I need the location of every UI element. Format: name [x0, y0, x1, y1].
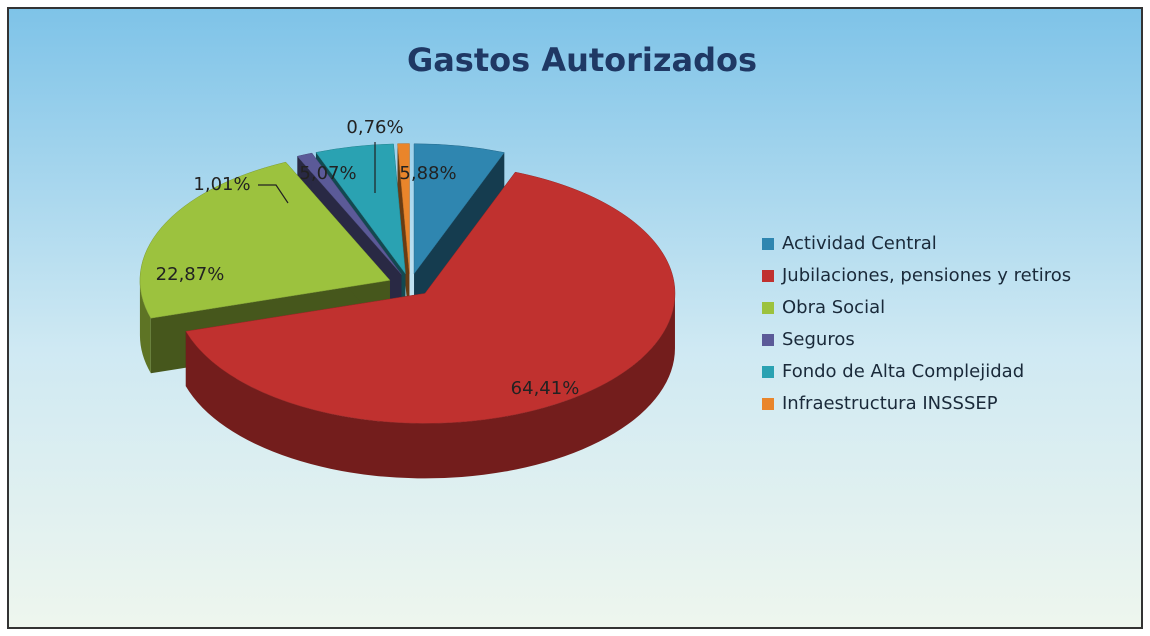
data-label: 64,41%: [511, 378, 580, 399]
legend-label: Infraestructura INSSSEP: [782, 393, 998, 414]
legend-swatch: [762, 334, 774, 346]
data-label: 1,01%: [193, 174, 250, 195]
leader-line: [258, 184, 289, 204]
slice-top: [413, 143, 505, 275]
slice: [397, 143, 410, 329]
legend-swatch: [762, 366, 774, 378]
data-label: 0,76%: [346, 117, 403, 138]
legend-label: Fondo de Alta Complejidad: [782, 361, 1024, 382]
slice-side: [397, 143, 410, 329]
legend-swatch: [762, 398, 774, 410]
chart-title: Gastos Autorizados: [407, 41, 757, 79]
slice-top: [315, 143, 406, 275]
legend-label: Obra Social: [782, 297, 885, 318]
slice-top: [185, 171, 676, 424]
legend-swatch: [762, 302, 774, 314]
slice-wall: [139, 280, 151, 374]
legend-swatch: [762, 270, 774, 282]
slice-top: [397, 143, 410, 274]
data-label: 22,87%: [156, 264, 225, 285]
legend-label: Seguros: [782, 329, 855, 350]
data-label: 5,88%: [399, 163, 456, 184]
slice-top: [139, 161, 391, 319]
legend-label: Actividad Central: [782, 233, 937, 254]
legend-swatch: [762, 238, 774, 250]
slice: [185, 171, 676, 479]
slice-wall: [185, 293, 675, 479]
slice-top: [296, 152, 402, 275]
data-label: 5,07%: [299, 163, 356, 184]
legend-label: Jubilaciones, pensiones y retiros: [781, 265, 1071, 286]
